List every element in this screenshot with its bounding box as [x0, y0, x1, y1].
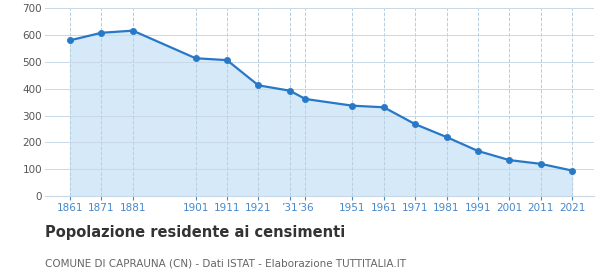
- Text: Popolazione residente ai censimenti: Popolazione residente ai censimenti: [45, 225, 345, 241]
- Text: COMUNE DI CAPRAUNA (CN) - Dati ISTAT - Elaborazione TUTTITALIA.IT: COMUNE DI CAPRAUNA (CN) - Dati ISTAT - E…: [45, 259, 406, 269]
